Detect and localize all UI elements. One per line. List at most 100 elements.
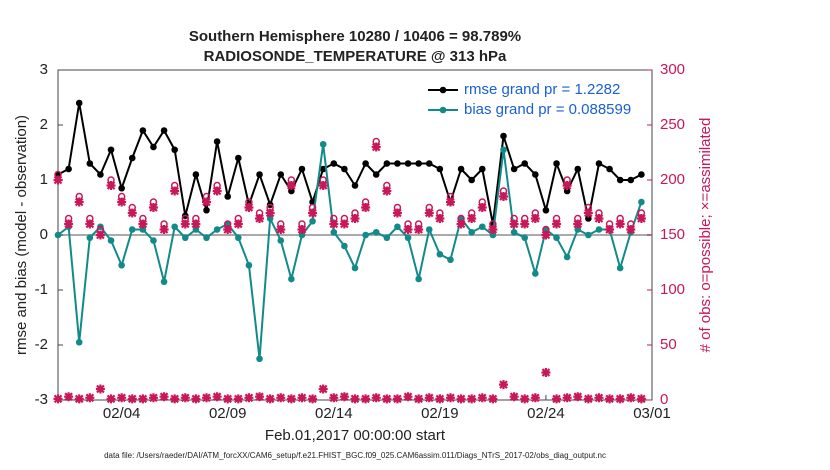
data-point (288, 275, 295, 283)
y-tick-label: -3 (35, 391, 48, 408)
obs-assimilated-marker (382, 186, 392, 196)
obs-assimilated-marker (615, 219, 625, 229)
data-point (574, 165, 582, 173)
obs-assimilated-marker (244, 203, 254, 212)
obs-assimilated-marker (233, 394, 243, 404)
x-tick-label: 02/09 (209, 405, 247, 422)
data-point (118, 184, 125, 192)
obs-assimilated-marker (350, 394, 360, 404)
obs-assimilated-marker (594, 214, 604, 223)
legend-marker (439, 86, 447, 94)
obs-assimilated-marker (148, 203, 158, 212)
obs-assimilated-marker (329, 393, 339, 403)
data-point (150, 237, 157, 244)
data-point (372, 228, 380, 236)
y-tick-label: 2 (40, 116, 48, 133)
y-tick-label: 0 (40, 226, 48, 243)
data-point (319, 165, 327, 173)
data-point (510, 228, 518, 236)
obs-assimilated-marker (371, 393, 381, 403)
obs-assimilated-marker (371, 142, 381, 152)
data-point (139, 226, 147, 233)
data-point (75, 338, 83, 346)
obs-assimilated-marker (297, 393, 307, 403)
chart-subtitle: RADIOSONDE_TEMPERATURE @ 313 hPa (204, 48, 507, 65)
data-point (351, 182, 359, 189)
obs-assimilated-marker (350, 214, 360, 223)
obs-assimilated-marker (605, 225, 615, 234)
obs-assimilated-marker (138, 219, 148, 229)
legend-marker (439, 106, 447, 114)
data-point (171, 146, 178, 154)
data-point (500, 132, 507, 140)
obs-assimilated-marker (202, 197, 211, 207)
data-point (468, 176, 475, 184)
obs-assimilated-marker (233, 219, 243, 229)
data-point (638, 171, 645, 178)
obs-assimilated-marker (382, 394, 392, 404)
data-point (309, 217, 316, 225)
obs-assimilated-marker (456, 394, 466, 404)
data-point (341, 165, 348, 173)
data-point (288, 187, 295, 195)
obs-assimilated-marker (191, 394, 201, 404)
x-tick-label: 02/24 (527, 405, 565, 422)
data-point (203, 234, 210, 242)
y2-tick-label: 200 (660, 171, 685, 188)
data-point (362, 231, 369, 239)
obs-assimilated-marker (212, 186, 222, 196)
data-point (235, 154, 242, 162)
obs-assimilated-marker (64, 392, 74, 402)
data-point (489, 231, 497, 239)
data-point (627, 176, 635, 184)
data-point (256, 355, 263, 363)
obs-assimilated-marker (85, 219, 95, 229)
obs-assimilated-marker (308, 394, 318, 404)
obs-assimilated-marker (573, 219, 583, 229)
obs-assimilated-marker (615, 394, 625, 404)
data-point (330, 228, 338, 236)
obs-assimilated-marker (403, 225, 413, 234)
data-point (86, 234, 94, 242)
data-point (595, 226, 603, 233)
data-point (415, 160, 422, 167)
obs-assimilated-marker (127, 394, 137, 404)
data-point (383, 234, 391, 242)
obs-assimilated-marker (403, 392, 413, 402)
data-point (150, 143, 157, 151)
obs-assimilated-marker (552, 394, 562, 404)
obs-assimilated-marker (117, 393, 127, 403)
obs-assimilated-marker (424, 393, 434, 403)
data-point (478, 223, 486, 231)
data-point (54, 171, 62, 178)
obs-assimilated-marker (530, 214, 540, 223)
obs-assimilated-marker (286, 181, 296, 190)
obs-assimilated-marker (106, 394, 116, 404)
data-point (75, 99, 83, 107)
data-point (542, 226, 550, 233)
data-point (118, 261, 125, 269)
obs-assimilated-marker (467, 394, 477, 404)
obs-assimilated-marker (53, 394, 63, 404)
x-axis-label: Feb.01,2017 00:00:00 start (265, 427, 446, 444)
obs-assimilated-marker (329, 219, 339, 229)
data-point (553, 160, 560, 167)
obs-assimilated-marker (562, 181, 572, 190)
data-point (553, 234, 560, 242)
y-axis-label: rmse and bias (model - observation) (13, 115, 30, 355)
data-point (478, 165, 486, 173)
obs-assimilated-marker (318, 384, 328, 394)
data-point (139, 127, 147, 134)
data-point (203, 206, 210, 214)
legend-label: bias grand pr = 0.088599 (464, 101, 631, 118)
data-point (171, 223, 178, 231)
x-tick-label: 02/19 (421, 405, 459, 422)
y2-tick-label: 0 (660, 391, 668, 408)
obs-assimilated-marker (318, 181, 328, 190)
data-point (468, 228, 475, 236)
x-tick-label: 03/01 (633, 405, 671, 422)
obs-assimilated-marker (445, 197, 455, 207)
legend-label: rmse grand pr = 1.2282 (464, 81, 620, 98)
obs-assimilated-marker (170, 186, 180, 196)
obs-assimilated-marker (626, 225, 636, 234)
